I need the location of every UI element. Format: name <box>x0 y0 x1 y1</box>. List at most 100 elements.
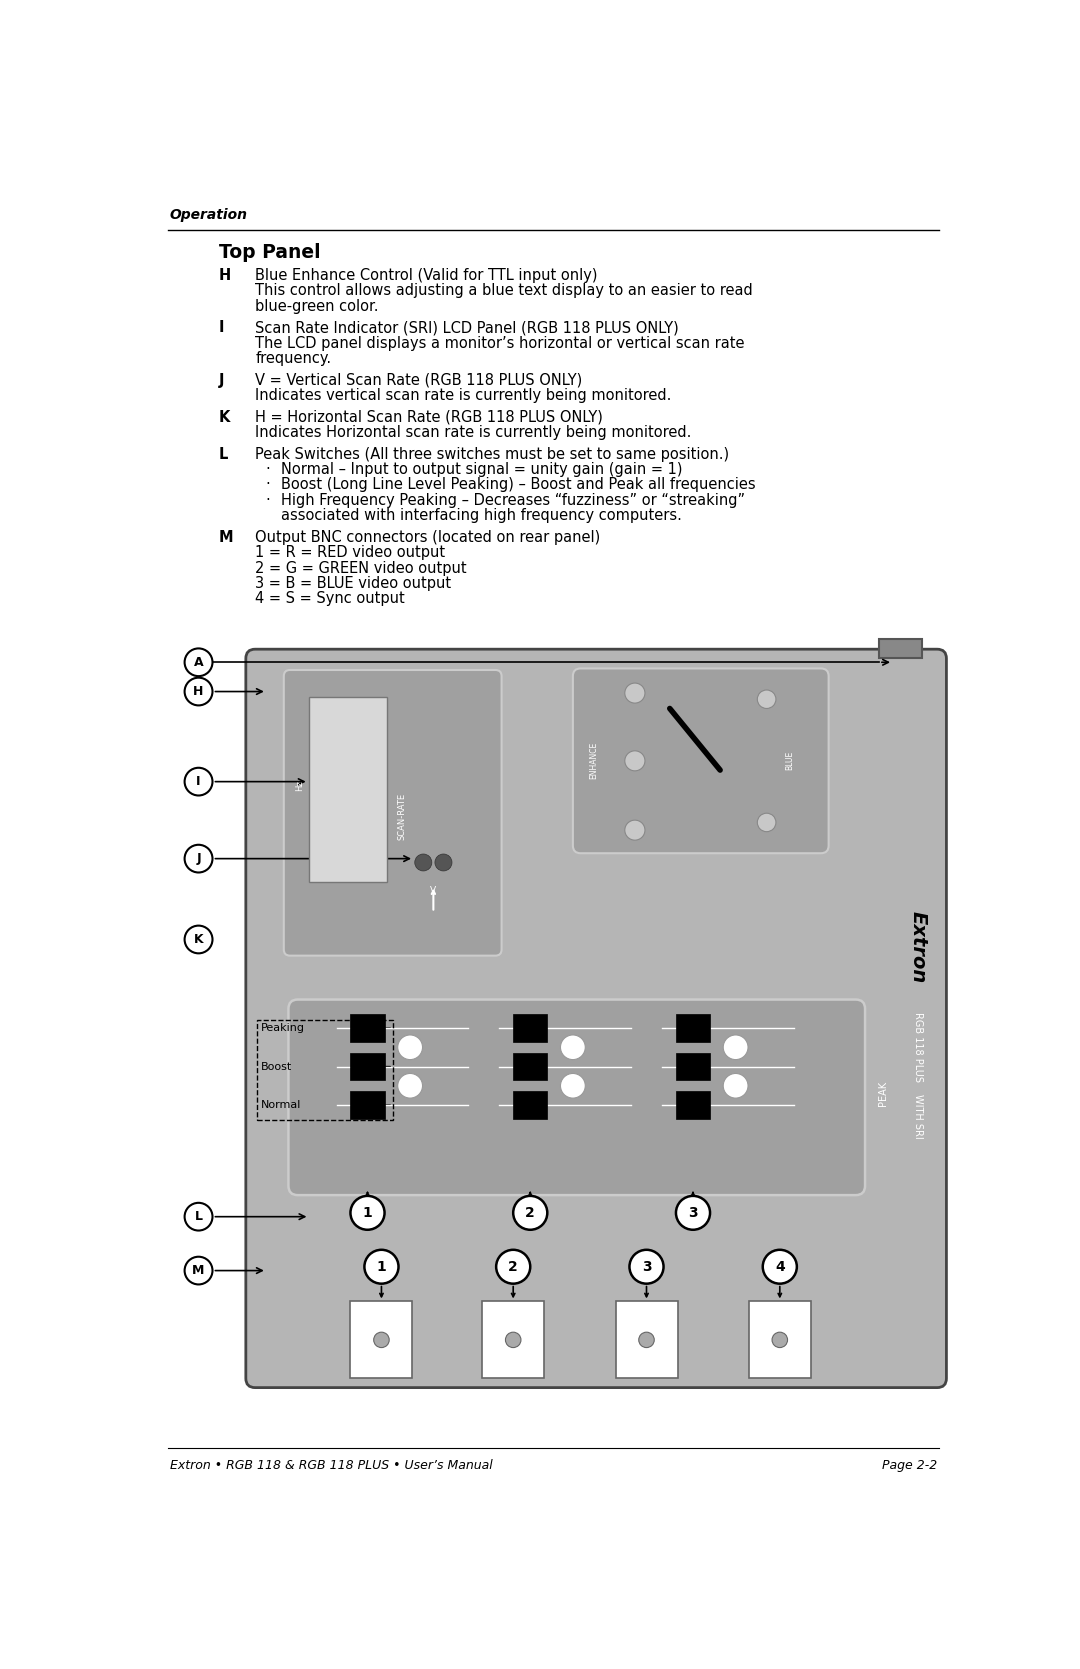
Circle shape <box>638 1332 654 1347</box>
Text: Extron • RGB 118 & RGB 118 PLUS • User’s Manual: Extron • RGB 118 & RGB 118 PLUS • User’s… <box>170 1459 492 1472</box>
Text: M: M <box>218 529 233 544</box>
Text: I: I <box>197 774 201 788</box>
Text: Blue Enhance Control (Valid for TTL input only): Blue Enhance Control (Valid for TTL inpu… <box>255 269 597 284</box>
Circle shape <box>762 1250 797 1283</box>
Bar <box>676 1015 710 1041</box>
Circle shape <box>630 1250 663 1283</box>
Text: 4 = S = Sync output: 4 = S = Sync output <box>255 591 405 606</box>
Text: 1 = R = RED video output: 1 = R = RED video output <box>255 546 445 561</box>
Text: H: H <box>218 269 231 284</box>
Text: L: L <box>194 1210 203 1223</box>
Text: K: K <box>218 409 230 424</box>
Text: Boost (Long Line Level Peaking) – Boost and Peak all frequencies: Boost (Long Line Level Peaking) – Boost … <box>281 477 755 492</box>
Circle shape <box>374 1332 389 1347</box>
Circle shape <box>185 845 213 873</box>
Text: RGB 118 PLUS: RGB 118 PLUS <box>913 1013 922 1082</box>
Bar <box>350 1092 384 1118</box>
Bar <box>257 1020 393 1120</box>
Text: Indicates vertical scan rate is currently being monitored.: Indicates vertical scan rate is currentl… <box>255 389 672 404</box>
Text: Scan Rate Indicator (SRI) LCD Panel (RGB 118 PLUS ONLY): Scan Rate Indicator (SRI) LCD Panel (RGB… <box>255 320 679 335</box>
Bar <box>879 639 921 659</box>
Text: High Frequency Peaking – Decreases “fuzziness” or “streaking”: High Frequency Peaking – Decreases “fuzz… <box>281 492 745 507</box>
Bar <box>616 1302 677 1379</box>
Circle shape <box>676 1197 710 1230</box>
Circle shape <box>397 1035 422 1060</box>
Circle shape <box>185 926 213 953</box>
Circle shape <box>561 1035 585 1060</box>
Circle shape <box>561 1073 585 1098</box>
Circle shape <box>435 855 451 871</box>
Circle shape <box>724 1035 748 1060</box>
Text: 2: 2 <box>525 1205 535 1220</box>
Bar <box>748 1302 811 1379</box>
Circle shape <box>496 1250 530 1283</box>
Circle shape <box>757 689 775 708</box>
Bar <box>676 1053 710 1080</box>
Circle shape <box>185 768 213 796</box>
Text: J: J <box>197 853 201 865</box>
Text: Top Panel: Top Panel <box>218 242 321 262</box>
FancyBboxPatch shape <box>288 1000 865 1195</box>
Text: I: I <box>218 320 225 335</box>
Text: blue-green color.: blue-green color. <box>255 299 379 314</box>
Circle shape <box>185 649 213 676</box>
Text: Peaking: Peaking <box>260 1023 305 1033</box>
Bar <box>350 1302 413 1379</box>
Text: J: J <box>218 372 225 387</box>
Circle shape <box>625 683 645 703</box>
Text: The LCD panel displays a monitor’s horizontal or vertical scan rate: The LCD panel displays a monitor’s horiz… <box>255 335 744 350</box>
Text: V: V <box>430 886 436 895</box>
Text: ENHANCE: ENHANCE <box>590 743 598 779</box>
Circle shape <box>513 1197 548 1230</box>
Text: SCAN-RATE: SCAN-RATE <box>397 793 407 840</box>
Text: Output BNC connectors (located on rear panel): Output BNC connectors (located on rear p… <box>255 529 600 544</box>
Bar <box>309 698 387 881</box>
Circle shape <box>757 813 775 831</box>
Text: BLUE: BLUE <box>785 751 795 771</box>
Text: 1: 1 <box>377 1260 387 1273</box>
Circle shape <box>415 855 432 871</box>
Bar <box>350 1053 384 1080</box>
Circle shape <box>364 1250 399 1283</box>
Circle shape <box>505 1332 521 1347</box>
Text: PEAK: PEAK <box>878 1082 888 1107</box>
Circle shape <box>185 1203 213 1230</box>
Text: H = Horizontal Scan Rate (RGB 118 PLUS ONLY): H = Horizontal Scan Rate (RGB 118 PLUS O… <box>255 409 603 424</box>
Text: K: K <box>193 933 203 946</box>
Text: Operation: Operation <box>170 209 248 222</box>
Text: Normal: Normal <box>260 1100 301 1110</box>
Circle shape <box>724 1073 748 1098</box>
Circle shape <box>625 751 645 771</box>
Bar <box>513 1092 548 1118</box>
Text: WITH SRI: WITH SRI <box>913 1095 922 1138</box>
Bar <box>513 1053 548 1080</box>
FancyBboxPatch shape <box>572 669 828 853</box>
FancyBboxPatch shape <box>246 649 946 1387</box>
Text: ·: · <box>266 477 270 492</box>
Circle shape <box>772 1332 787 1347</box>
Text: A: A <box>193 656 203 669</box>
Text: associated with interfacing high frequency computers.: associated with interfacing high frequen… <box>281 509 681 524</box>
Text: H: H <box>193 684 204 698</box>
Text: 2 = G = GREEN video output: 2 = G = GREEN video output <box>255 561 467 576</box>
Bar <box>350 1015 384 1041</box>
Text: 1: 1 <box>363 1205 373 1220</box>
Text: This control allows adjusting a blue text display to an easier to read: This control allows adjusting a blue tex… <box>255 284 753 299</box>
Text: Page 2-2: Page 2-2 <box>882 1459 937 1472</box>
Text: 4: 4 <box>775 1260 785 1273</box>
Text: Peak Switches (All three switches must be set to same position.): Peak Switches (All three switches must b… <box>255 447 729 462</box>
Text: Indicates Horizontal scan rate is currently being monitored.: Indicates Horizontal scan rate is curren… <box>255 426 691 441</box>
Text: ·: · <box>266 462 270 477</box>
Text: L: L <box>218 447 228 462</box>
Bar <box>513 1015 548 1041</box>
Text: Normal – Input to output signal = unity gain (gain = 1): Normal – Input to output signal = unity … <box>281 462 683 477</box>
Bar <box>676 1092 710 1118</box>
Circle shape <box>185 1257 213 1285</box>
Text: frequency.: frequency. <box>255 350 332 366</box>
Circle shape <box>397 1073 422 1098</box>
Text: Boost: Boost <box>260 1061 292 1071</box>
Circle shape <box>185 678 213 706</box>
Text: 3: 3 <box>642 1260 651 1273</box>
Circle shape <box>625 819 645 840</box>
Text: 3 = B = BLUE video output: 3 = B = BLUE video output <box>255 576 451 591</box>
